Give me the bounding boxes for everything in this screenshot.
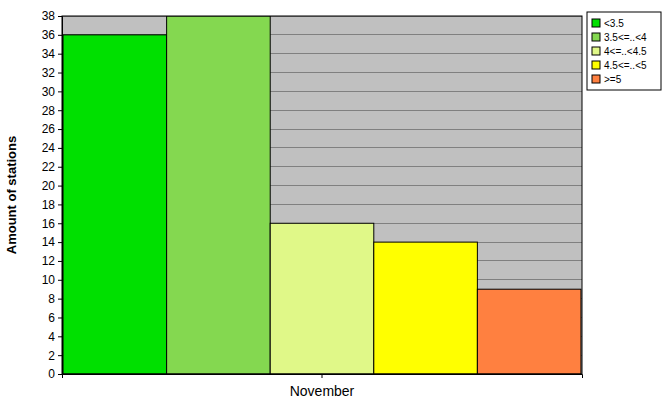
y-tick-label: 26 xyxy=(42,122,56,136)
y-tick: 4 xyxy=(48,330,62,344)
plot-background xyxy=(62,16,582,374)
y-tick-mark xyxy=(58,336,62,337)
y-tick: 26 xyxy=(42,122,62,136)
y-tick: 34 xyxy=(42,47,62,61)
y-tick: 28 xyxy=(42,104,62,118)
bar xyxy=(477,289,581,374)
y-axis-line xyxy=(58,17,63,375)
y-tick-label: 20 xyxy=(42,179,56,193)
y-tick: 22 xyxy=(42,160,62,174)
legend-swatch xyxy=(592,47,600,55)
y-tick-label: 18 xyxy=(42,198,56,212)
x-axis: November xyxy=(63,374,583,399)
y-tick-label: 8 xyxy=(48,292,55,306)
y-tick-label: 16 xyxy=(42,217,56,231)
legend-swatch xyxy=(592,33,600,41)
y-tick: 38 xyxy=(42,9,62,23)
bar xyxy=(270,223,374,374)
y-tick-mark xyxy=(58,73,62,74)
bar xyxy=(374,242,478,374)
y-tick-label: 38 xyxy=(42,9,56,23)
y-tick-mark xyxy=(58,242,62,243)
legend-box xyxy=(587,12,661,90)
legend-swatch xyxy=(592,61,600,69)
y-tick-mark xyxy=(58,355,62,356)
bar xyxy=(167,16,271,374)
y-tick-label: 30 xyxy=(42,85,56,99)
legend-label: 4.5<=..<5 xyxy=(604,60,647,71)
y-tick-mark xyxy=(58,35,62,36)
legend-label: 3.5<=..<4 xyxy=(604,32,647,43)
y-tick: 10 xyxy=(42,273,62,287)
bars xyxy=(63,16,581,374)
y-tick-mark xyxy=(58,261,62,262)
y-tick: 2 xyxy=(48,348,62,362)
y-tick-mark xyxy=(58,16,62,17)
legend-label: >=5 xyxy=(604,74,622,85)
y-tick-mark xyxy=(58,91,62,92)
x-tick-label: November xyxy=(290,383,355,399)
y-tick-mark xyxy=(58,110,62,111)
y-tick-label: 0 xyxy=(48,367,55,381)
y-tick-label: 32 xyxy=(42,66,56,80)
y-tick-mark xyxy=(58,299,62,300)
y-tick-mark xyxy=(58,223,62,224)
legend-swatch xyxy=(592,75,600,83)
y-tick: 0 xyxy=(48,367,62,381)
y-tick-label: 22 xyxy=(42,160,56,174)
legend-label: 4<=..<4.5 xyxy=(604,46,647,57)
grid xyxy=(62,16,582,374)
y-tick: 20 xyxy=(42,179,62,193)
y-tick: 30 xyxy=(42,85,62,99)
y-tick-label: 24 xyxy=(42,141,56,155)
y-tick-mark xyxy=(58,129,62,130)
y-tick: 8 xyxy=(48,292,62,306)
y-tick: 24 xyxy=(42,141,62,155)
y-tick-label: 14 xyxy=(42,235,56,249)
legend-swatch xyxy=(592,19,600,27)
y-tick: 36 xyxy=(42,28,62,42)
y-tick-mark xyxy=(58,374,62,375)
plot-frame xyxy=(62,16,582,374)
y-tick-label: 28 xyxy=(42,104,56,118)
y-tick-label: 34 xyxy=(42,47,56,61)
y-tick: 12 xyxy=(42,254,62,268)
y-tick: 16 xyxy=(42,217,62,231)
legend-entry: 4<=..<4.5 xyxy=(592,46,647,57)
y-tick-label: 10 xyxy=(42,273,56,287)
y-tick-label: 36 xyxy=(42,28,56,42)
bar xyxy=(63,35,167,374)
y-tick-mark xyxy=(58,186,62,187)
y-tick-label: 4 xyxy=(48,330,55,344)
legend-entry: >=5 xyxy=(592,74,622,85)
y-tick-mark xyxy=(58,148,62,149)
y-tick-label: 2 xyxy=(48,348,55,362)
y-tick-mark xyxy=(58,317,62,318)
x-axis-line xyxy=(63,375,583,379)
chart: 02468101214161820222426283032343638Novem… xyxy=(0,0,667,415)
y-tick: 6 xyxy=(48,311,62,325)
legend-label: <3.5 xyxy=(604,18,624,29)
x-tick: November xyxy=(290,374,355,399)
y-tick-mark xyxy=(58,280,62,281)
y-tick-mark xyxy=(58,54,62,55)
y-tick: 14 xyxy=(42,235,62,249)
y-axis: 02468101214161820222426283032343638 xyxy=(42,9,63,381)
y-tick-label: 6 xyxy=(48,311,55,325)
y-tick-mark xyxy=(58,167,62,168)
legend: <3.5 3.5<=..<4 4<=..<4.5 4.5<=..<5 >=5 xyxy=(587,12,661,90)
legend-entry: <3.5 xyxy=(592,18,624,29)
y-tick-label: 12 xyxy=(42,254,56,268)
y-tick: 32 xyxy=(42,66,62,80)
legend-entry: 3.5<=..<4 xyxy=(592,32,647,43)
y-tick: 18 xyxy=(42,198,62,212)
y-axis-title: Amount of stations xyxy=(4,136,19,254)
x-tick-mark xyxy=(322,374,323,378)
legend-entry: 4.5<=..<5 xyxy=(592,60,647,71)
y-tick-mark xyxy=(58,204,62,205)
